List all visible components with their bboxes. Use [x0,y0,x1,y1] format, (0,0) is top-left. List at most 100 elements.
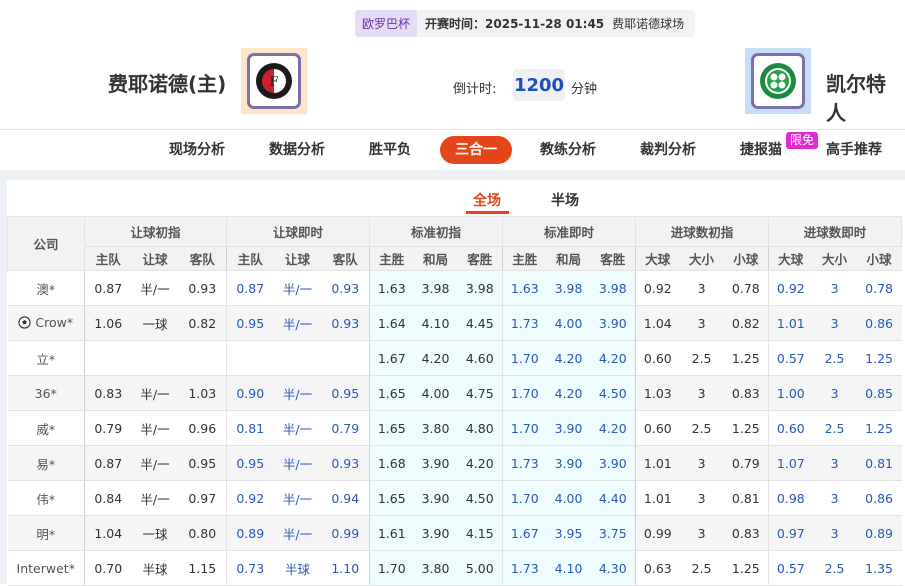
company-name: 易* [36,456,56,472]
nav-onsite-analysis[interactable]: 现场分析 [169,142,225,158]
odds-cell: 4.10 [413,305,458,341]
odds-cell: 4.00 [546,480,591,516]
odds-cell: 3.90 [546,445,591,481]
company-cell[interactable]: Crow* [7,305,85,341]
odds-cell: 半/一 [131,375,179,411]
company-cell[interactable]: 威* [7,410,85,446]
nav-three-in-one[interactable]: 三合一 [440,136,512,164]
company-name: 澳* [36,281,56,297]
odds-cell: 3 [679,515,724,551]
away-team-name[interactable]: 凯尔特人 [826,72,886,125]
odds-cell: 1.67 [502,515,547,551]
nav-data-analysis[interactable]: 数据分析 [269,142,325,158]
group-header: 进球数即时 [768,216,903,247]
odds-cell: 0.83 [723,515,769,551]
odds-cell: 半/一 [131,410,179,446]
company-cell[interactable]: 易* [7,445,85,481]
league-badge[interactable]: 欧罗巴杯 [355,10,418,37]
sub-header: 大小 [812,246,857,271]
odds-cell: 0.95 [226,445,274,481]
odds-cell: 1.65 [369,480,414,516]
analysis-nav: 现场分析 数据分析 胜平负 三合一 教练分析 裁判分析 捷报猫 高手推荐 [0,130,905,170]
odds-cell: 0.85 [856,375,902,411]
table-row[interactable]: 明* 1.04 一球 0.80 0.89 半/一 0.99 1.61 3.90 4.15 1.67 3… [7,515,902,551]
odds-cell: 0.96 [178,410,227,446]
odds-cell: 3.90 [413,515,458,551]
odds-cell: 0.95 [178,445,227,481]
odds-cell: 0.83 [84,375,132,411]
company-cell[interactable]: 澳* [7,270,85,306]
odds-cell: 半/一 [273,515,322,551]
odds-cell: 0.79 [321,410,370,446]
odds-cell: 1.04 [635,305,680,341]
odds-cell: 1.10 [321,550,370,586]
sub-header: 客队 [178,246,227,271]
tab-half-time[interactable]: 半场 [551,193,579,209]
odds-cell: 半/一 [273,480,322,516]
odds-cell: 0.89 [226,515,274,551]
table-row[interactable]: Crow* 1.06 一球 0.82 0.95 半/一 0.93 1.64 4.10 4.45 1.… [7,305,902,341]
odds-cell: 0.93 [178,270,227,306]
odds-cell: 3.90 [590,445,636,481]
odds-cell: 4.20 [590,340,636,376]
odds-cell: 1.64 [369,305,414,341]
odds-cell: 4.20 [413,340,458,376]
sub-header: 客胜 [590,246,636,271]
group-header: 进球数初指 [635,216,770,247]
nav-referee-analysis[interactable]: 裁判分析 [640,142,696,158]
odds-cell [321,340,370,376]
odds-cell: 1.70 [502,480,547,516]
table-row[interactable]: 易* 0.87 半/一 0.95 0.95 半/一 0.93 1.68 3.90 4.20 1.73… [7,445,902,481]
table-row[interactable]: 立* 1.67 4.20 4.60 1.70 4.20 4.20 0.60 2.5 1.25 0.5… [7,340,902,376]
odds-cell: 4.00 [413,375,458,411]
away-team-logo[interactable] [745,48,811,114]
sub-header: 主胜 [369,246,414,271]
odds-cell: 0.84 [84,480,132,516]
group-header: 标准初指 [369,216,504,247]
odds-cell: 3 [812,270,857,306]
odds-cell: 4.00 [546,305,591,341]
table-row[interactable]: Interwet* 0.70 半球 1.15 0.73 半球 1.10 1.70 3.80 5.0… [7,550,902,586]
nav-jiebao-cat[interactable]: 捷报猫 [740,142,782,158]
sub-header: 让球 [131,246,179,271]
company-name: 立* [36,351,56,367]
sub-header: 和局 [546,246,591,271]
company-cell[interactable]: 36* [7,375,85,411]
odds-cell: 2.5 [679,340,724,376]
odds-cell: 4.45 [457,305,503,341]
table-row[interactable]: 伟* 0.84 半/一 0.97 0.92 半/一 0.94 1.65 3.90 4.50 1.70… [7,480,902,516]
odds-cell: 0.60 [635,410,680,446]
home-team-logo[interactable]: F [241,48,307,114]
odds-cell: 0.97 [178,480,227,516]
free-badge: 限免 [786,132,818,149]
nav-win-draw-lose[interactable]: 胜平负 [369,142,411,158]
odds-cell: 1.35 [856,550,902,586]
odds-cell: 0.60 [635,340,680,376]
odds-cell: 1.61 [369,515,414,551]
odds-cell: 1.73 [502,445,547,481]
odds-cell: 4.20 [546,375,591,411]
nav-coach-analysis[interactable]: 教练分析 [540,142,596,158]
feyenoord-crest-icon: F [256,63,292,99]
odds-cell: 3.98 [413,270,458,306]
table-row[interactable]: 36* 0.83 半/一 1.03 0.90 半/一 0.95 1.65 4.00 4.75 1.7… [7,375,902,411]
table-row[interactable]: 威* 0.79 半/一 0.96 0.81 半/一 0.79 1.65 3.80 4.80 1.70… [7,410,902,446]
sub-header: 和局 [413,246,458,271]
odds-cell: 1.15 [178,550,227,586]
kickoff-time: 开赛时间：2025-11-28 01:45 [425,17,605,31]
odds-cell: 2.5 [812,550,857,586]
odds-cell: 0.93 [321,445,370,481]
company-cell[interactable]: 伟* [7,480,85,516]
odds-cell: 0.80 [178,515,227,551]
odds-cell: 1.63 [502,270,547,306]
nav-expert-picks[interactable]: 高手推荐 [826,142,882,158]
odds-cell: 1.25 [723,340,769,376]
table-row[interactable]: 澳* 0.87 半/一 0.93 0.87 半/一 0.93 1.63 3.98 3.98 1.63… [7,270,902,306]
company-cell[interactable]: 明* [7,515,85,551]
home-team-name[interactable]: 费耶诺德(主) [108,72,227,96]
company-cell[interactable]: Interwet* [7,550,85,586]
odds-cell: 3 [812,480,857,516]
odds-cell: 3 [812,445,857,481]
company-cell[interactable]: 立* [7,340,85,376]
tab-full-time[interactable]: 全场 [473,193,501,209]
